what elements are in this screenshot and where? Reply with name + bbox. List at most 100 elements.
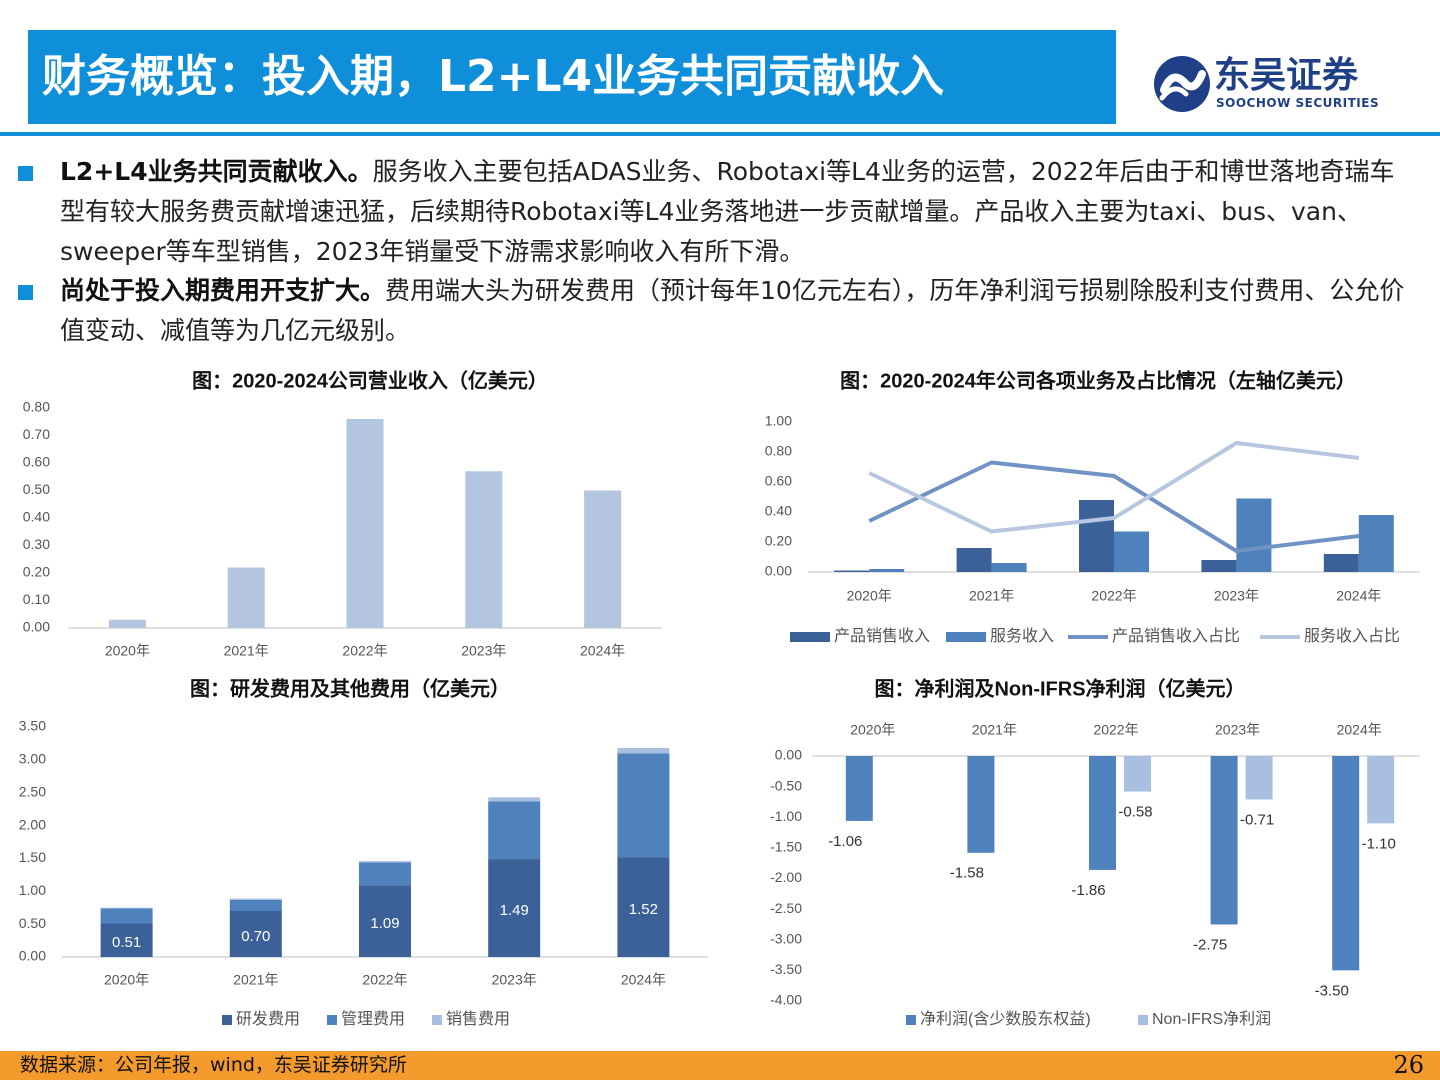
bullet-1-lead: L2+L4业务共同贡献收入。 [60,157,373,186]
sales-expense-bar [100,907,153,909]
legend-label: 服务收入 [990,627,1054,645]
rd-expense-bar [359,885,411,957]
x-tick-label: 2023年 [461,643,506,659]
bullet-2-lead: 尚处于投入期费用开支扩大。 [60,276,386,305]
legend-label: 销售费用 [446,1010,510,1028]
rd-value-label: 1.09 [370,915,399,932]
value-label: -0.71 [1240,811,1274,828]
y-tick-label: 0.40 [765,503,792,519]
legend-label: 产品销售收入占比 [1112,627,1240,645]
net-profit-bar [1089,756,1116,870]
legend-swatch [327,1015,337,1025]
admin-expense-bar [617,753,670,858]
service-revenue-bar [1114,531,1149,572]
admin-expense-bar [359,862,411,886]
sales-expense-bar [229,898,282,900]
net-profit-bar [1332,756,1360,971]
business-mix-chart-panel: 图：2020-2024年公司各项业务及占比情况（左轴亿美元） 0.00 0.20 0.… [720,360,1440,670]
bullet-1-body: 服务收入主要包括ADAS业务、Robotaxi等L4业务的运营，2022年后由于… [60,157,1395,266]
y-tick-label: -1.50 [770,839,802,855]
admin-expense-bar [100,908,153,924]
revenue-bar [584,490,622,628]
bullet-1: L2+L4业务共同贡献收入。服务收入主要包括ADAS业务、Robotaxi等L4… [18,152,1418,272]
x-tick-label: 2022年 [1091,588,1136,604]
bullet-2-body: 费用端大头为研发费用（预计每年10亿元左右），历年净利润亏损剔除股利支付费用、公… [60,276,1405,345]
y-tick-label: -4.00 [770,992,802,1008]
y-tick-label: 1.00 [765,413,792,429]
bullet-square-icon [18,285,33,300]
admin-expense-bar [229,899,282,911]
rd-value-label: 0.70 [241,928,270,945]
x-tick-label: 2024年 [580,643,625,659]
y-tick-label: 0.30 [23,536,50,552]
y-tick-label: 0.60 [765,473,792,489]
y-tick-label: 1.50 [19,849,46,865]
non-ifrs-profit-bar [1245,756,1273,800]
net-profit-bar [845,756,873,821]
legend-swatch [1138,1015,1148,1025]
rd-expense-bar [229,911,282,957]
legend-label: 研发费用 [236,1010,300,1028]
x-tick-label: 2024年 [1336,588,1381,604]
rd-value-label: 1.49 [500,902,529,919]
revenue-bar [346,419,384,628]
y-tick-label: -2.50 [770,900,802,916]
y-tick-label: 0.00 [19,948,46,964]
x-tick-label: 2023年 [1215,722,1260,738]
y-tick-label: 3.50 [19,718,46,734]
y-tick-label: 0.20 [765,533,792,549]
y-tick-label: 0.50 [23,481,50,497]
y-tick-label: 2.50 [19,783,46,799]
legend-label: 服务收入占比 [1304,627,1400,645]
y-tick-label: 0.50 [19,915,46,931]
net-profit-chart-panel: 图：净利润及Non-IFRS净利润（亿美元） 0.00 -0.50 -1.00 -1.5… [720,670,1440,1045]
x-tick-label: 2021年 [969,588,1014,604]
rd-value-label: 0.51 [112,934,141,951]
legend-swatch [432,1015,442,1025]
revenue-chart: 图：2020-2024公司营业收入（亿美元） 0.00 0.10 0.20 0.30 0.… [23,368,662,659]
x-tick-label: 2021年 [233,972,278,988]
y-tick-label: 0.70 [23,426,50,442]
x-tick-label: 2021年 [224,643,269,659]
x-tick-label: 2022年 [1093,722,1138,738]
value-label: -1.06 [828,833,862,850]
logo-cn-text: 东吴证券 [1214,55,1359,96]
y-tick-label: 0.20 [23,564,50,580]
product-sales-bar [1323,554,1359,572]
x-tick-label: 2022年 [342,643,387,659]
sales-expense-bar [617,748,670,754]
non-ifrs-profit-bar [1124,756,1151,792]
legend-label: 净利润(含少数股东权益) [920,1010,1091,1028]
y-tick-label: -1.00 [770,808,802,824]
y-tick-label: 0.60 [23,454,50,470]
net-profit-chart: 图：净利润及Non-IFRS净利润（亿美元） 0.00 -0.50 -1.00 -1.5… [770,676,1420,1028]
value-label: -1.86 [1071,882,1105,899]
y-tick-label: 0.10 [23,591,50,607]
x-tick-label: 2024年 [621,972,666,988]
product-sales-bar [834,570,870,572]
service-revenue-bar [1236,498,1272,572]
bullet-2: 尚处于投入期费用开支扩大。费用端大头为研发费用（预计每年10亿元左右），历年净利… [18,271,1418,351]
x-tick-label: 2020年 [104,972,149,988]
y-tick-label: 0.00 [775,747,802,763]
value-label: -1.10 [1362,835,1396,852]
x-tick-label: 2023年 [492,972,537,988]
x-tick-label: 2021年 [972,722,1017,738]
service-revenue-bar [991,563,1027,572]
expense-chart-panel: 图：研发费用及其他费用（亿美元） 0.00 0.50 1.00 1.50 2.00 2.50… [0,670,720,1045]
x-tick-label: 2023年 [1214,588,1259,604]
admin-expense-bar [488,801,541,860]
value-label: -1.58 [950,865,984,882]
net-profit-bar [967,756,995,853]
non-ifrs-profit-bar [1367,756,1395,824]
y-tick-label: -3.50 [770,961,802,977]
legend-swatch [790,632,830,642]
x-tick-label: 2020年 [850,722,895,738]
rd-value-label: 1.52 [629,901,658,918]
legend-swatch [946,632,986,642]
expense-chart: 图：研发费用及其他费用（亿美元） 0.00 0.50 1.00 1.50 2.00 2.50… [19,676,708,1028]
y-tick-label: 0.00 [765,563,792,579]
y-tick-label: 0.00 [23,619,50,635]
value-label: -2.75 [1193,936,1227,953]
logo-en-text: SOOCHOW SECURITIES [1216,96,1380,110]
